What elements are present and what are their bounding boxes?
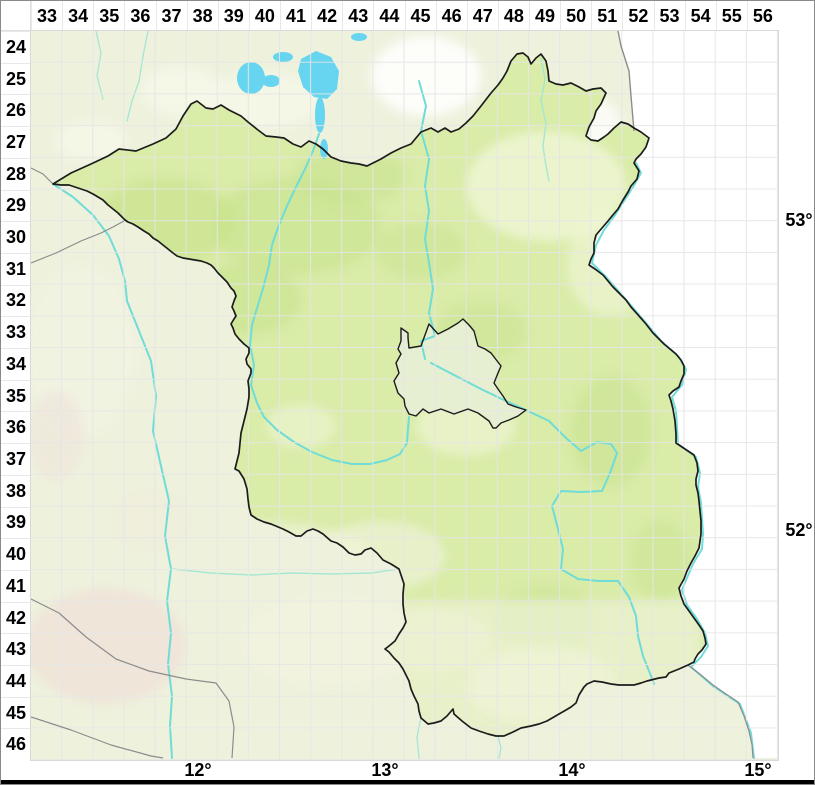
grid-column-label: 35 — [93, 1, 124, 31]
grid-row-label: 30 — [1, 221, 31, 253]
grid-column-label: 48 — [497, 1, 529, 31]
grid-column-label: 56 — [746, 1, 778, 31]
border-brandenburg — [52, 52, 707, 737]
grid-column-label: 47 — [466, 1, 498, 31]
bottom-frame-bar — [1, 780, 814, 784]
map-canvas — [26, 30, 778, 760]
grid-column-label: 44 — [373, 1, 404, 31]
grid-row-label: 28 — [1, 157, 31, 190]
grid-row-label: 41 — [1, 569, 31, 602]
grid-column-label: 40 — [248, 1, 280, 31]
grid-row-label: 42 — [1, 601, 31, 634]
map-area — [26, 30, 779, 761]
grid-row-label: 39 — [1, 506, 31, 539]
longitude-label: 12° — [184, 760, 212, 780]
grid-row-label: 43 — [1, 633, 31, 665]
grid-column-label: 39 — [217, 1, 249, 31]
grid-column-label: 45 — [404, 1, 436, 31]
grid-row-label: 46 — [1, 728, 31, 760]
grid-row-label: 25 — [1, 62, 31, 95]
longitude-label: 13° — [371, 760, 399, 780]
grid-row-label: 44 — [1, 665, 31, 697]
grid-column-label: 33 — [31, 1, 62, 31]
grid-column-label: 37 — [155, 1, 187, 31]
grid-column-label: 52 — [622, 1, 653, 31]
grid-row-label: 35 — [1, 379, 31, 412]
latitude-label: 52° — [785, 520, 813, 540]
neighbor-borders — [30, 30, 754, 759]
grid-column-label: 54 — [684, 1, 716, 31]
grid-column-label: 51 — [591, 1, 622, 31]
grid-row-label: 24 — [1, 31, 31, 63]
grid-column-header: 33 34 35 36 37 38 39 40 41 42 43 44 45 46 47 48 49 50 51 52… — [31, 1, 778, 31]
grid-column-label: 41 — [280, 1, 311, 31]
grid-row-label: 36 — [1, 411, 31, 443]
grid-row-label: 33 — [1, 316, 31, 348]
grid-row-label: 34 — [1, 348, 31, 380]
grid-row-label: 27 — [1, 126, 31, 158]
grid-corner-cell — [1, 1, 31, 31]
grid-column-label: 49 — [529, 1, 560, 31]
grid-column-label: 46 — [435, 1, 467, 31]
grid-column-label: 38 — [186, 1, 218, 31]
grid-row-label: 29 — [1, 189, 31, 222]
longitude-label: 14° — [558, 760, 586, 780]
grid-column-label: 36 — [124, 1, 155, 31]
grid-row-label: 45 — [1, 696, 31, 729]
grid-row-header: 24 25 26 27 28 29 30 31 32 33 34 35 36 37 38 39 40 41 42 43… — [1, 31, 31, 760]
grid-column-label: 55 — [715, 1, 747, 31]
grid-column-label: 43 — [342, 1, 373, 31]
grid-row-label: 38 — [1, 474, 31, 507]
grid-row-label: 26 — [1, 94, 31, 126]
grid-column-label: 42 — [311, 1, 342, 31]
grid-column-label: 53 — [653, 1, 685, 31]
grid-row-label: 40 — [1, 538, 31, 570]
grid-column-label: 34 — [62, 1, 93, 31]
grid-column-label: 50 — [560, 1, 591, 31]
grid-row-label: 32 — [1, 284, 31, 317]
border-berlin — [393, 318, 527, 429]
longitude-label: 15° — [744, 760, 772, 780]
grid-row-label: 31 — [1, 252, 31, 285]
grid-row-label: 37 — [1, 443, 31, 475]
latitude-label: 53° — [785, 210, 813, 230]
map-grid-lines — [31, 31, 778, 760]
